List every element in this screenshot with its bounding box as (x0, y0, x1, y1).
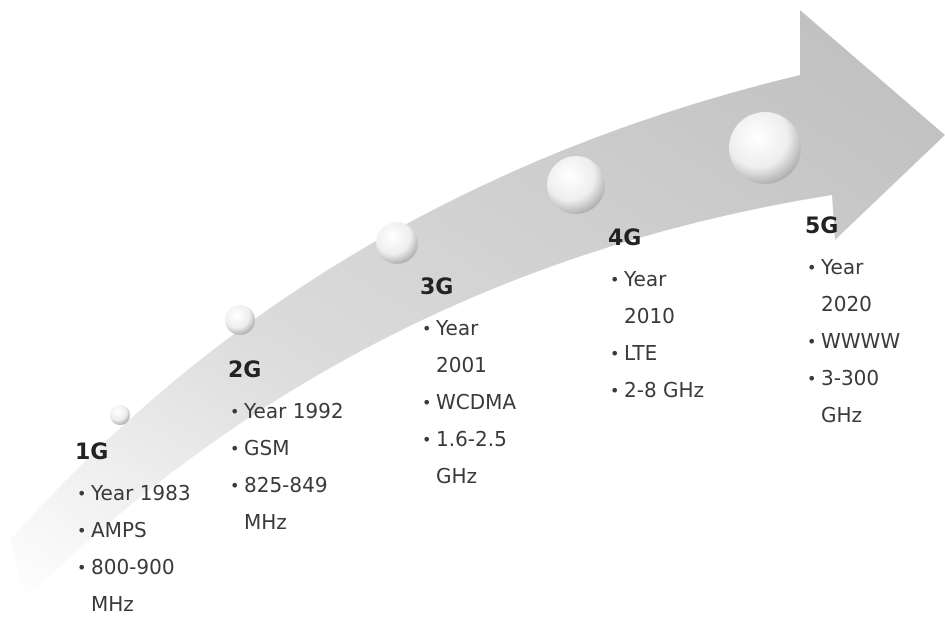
sphere (225, 305, 255, 335)
generation: 4G Year 2010LTE2-8 GHz (608, 226, 704, 409)
bullet-item: 3-300 GHz (805, 360, 900, 434)
generation-label: 5G (805, 214, 839, 239)
bullet-list: Year 1992GSM825-849 MHz (228, 393, 344, 541)
sphere (729, 112, 801, 184)
curved-arrow (10, 10, 945, 600)
sphere (376, 222, 418, 264)
bullet-list: Year 2010LTE2-8 GHz (608, 261, 704, 409)
bullet-item: WWWW (805, 323, 900, 360)
bullet-item: AMPS (75, 512, 191, 549)
bullet-item: GSM (228, 430, 344, 467)
generation: 1G Year 1983AMPS800-900 MHz (75, 440, 191, 623)
sphere (110, 405, 130, 425)
bullet-item: 1.6-2.5 GHz (420, 421, 516, 495)
bullet-list: Year 1983AMPS800-900 MHz (75, 475, 191, 623)
bullet-item: Year 1992 (228, 393, 344, 430)
generation-label: 4G (608, 226, 642, 251)
bullet-item: Year 1983 (75, 475, 191, 512)
generation: 3G Year 2001WCDMA1.6-2.5 GHz (420, 275, 516, 495)
sphere (547, 156, 605, 214)
bullet-item: LTE (608, 335, 704, 372)
generation-label: 1G (75, 440, 109, 465)
bullet-item: WCDMA (420, 384, 516, 421)
bullet-list: Year 2001WCDMA1.6-2.5 GHz (420, 310, 516, 495)
generation-label: 3G (420, 275, 454, 300)
bullet-item: Year 2020 (805, 249, 900, 323)
generation: 5G Year 2020WWWW3-300 GHz (805, 214, 900, 434)
bullet-item: Year 2010 (608, 261, 704, 335)
generation: 2G Year 1992GSM825-849 MHz (228, 358, 344, 541)
generation-label: 2G (228, 358, 262, 383)
bullet-item: 800-900 MHz (75, 549, 191, 623)
bullet-item: Year 2001 (420, 310, 516, 384)
bullet-item: 825-849 MHz (228, 467, 344, 541)
bullet-list: Year 2020WWWW3-300 GHz (805, 249, 900, 434)
bullet-item: 2-8 GHz (608, 372, 704, 409)
